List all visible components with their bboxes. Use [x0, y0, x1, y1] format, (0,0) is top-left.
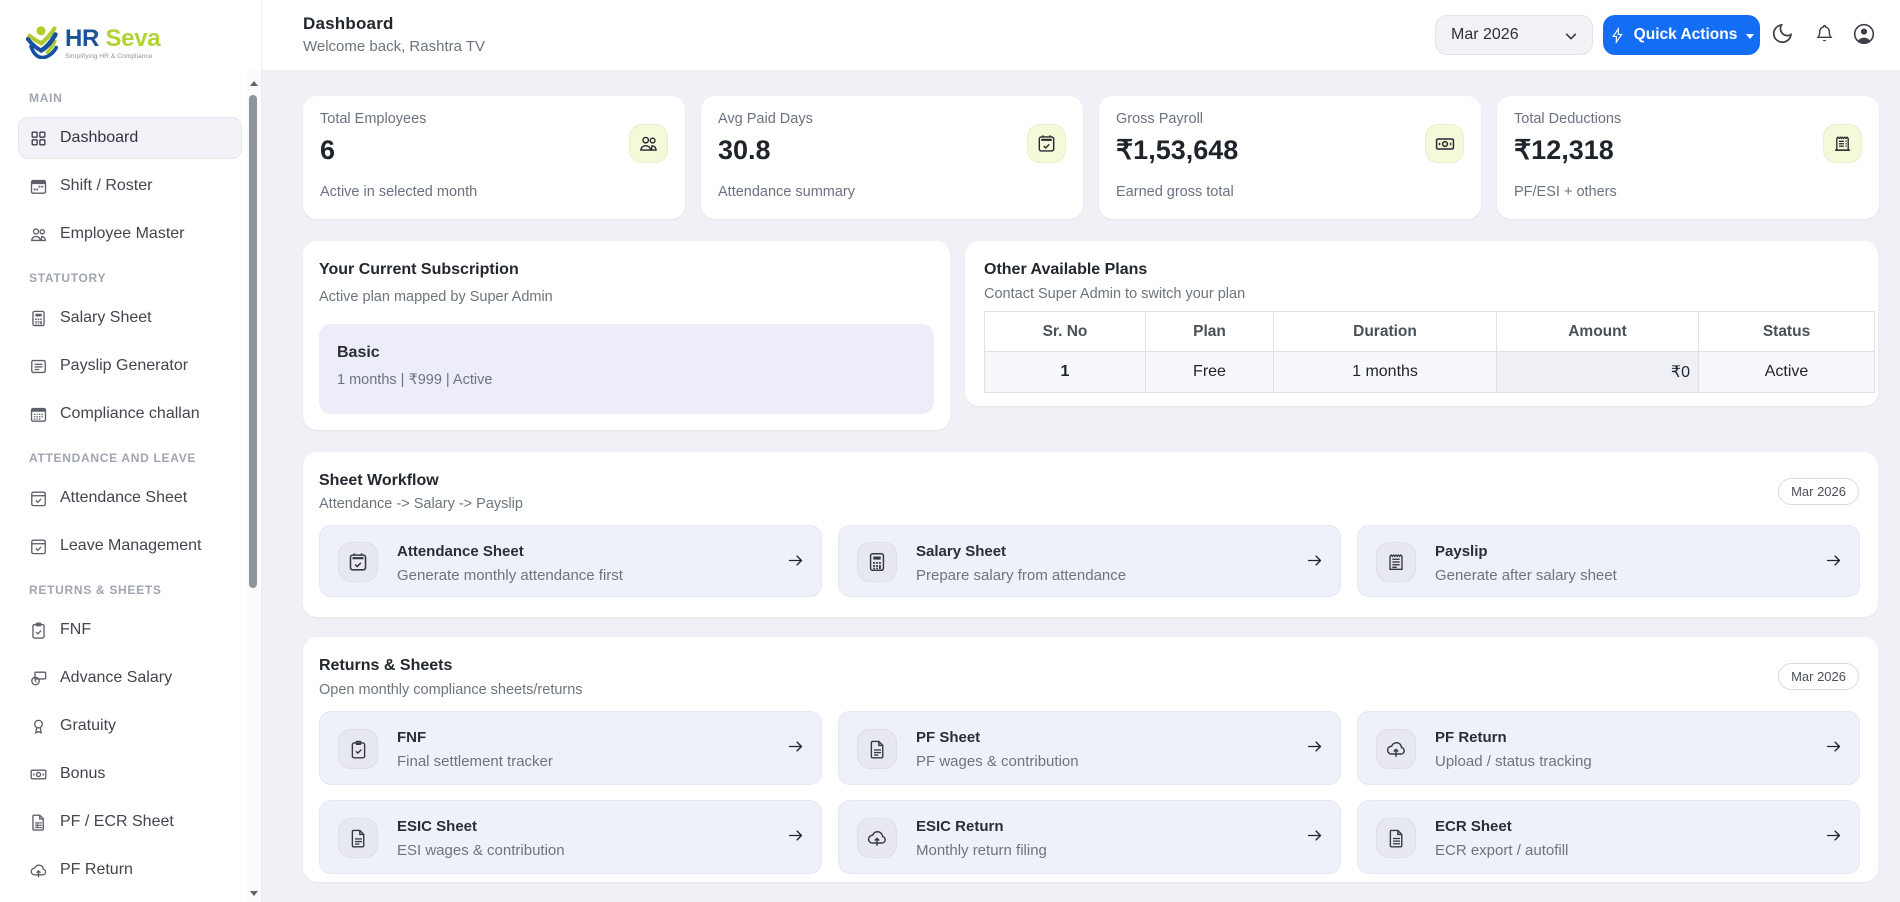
- svg-text:₹: ₹: [34, 677, 38, 684]
